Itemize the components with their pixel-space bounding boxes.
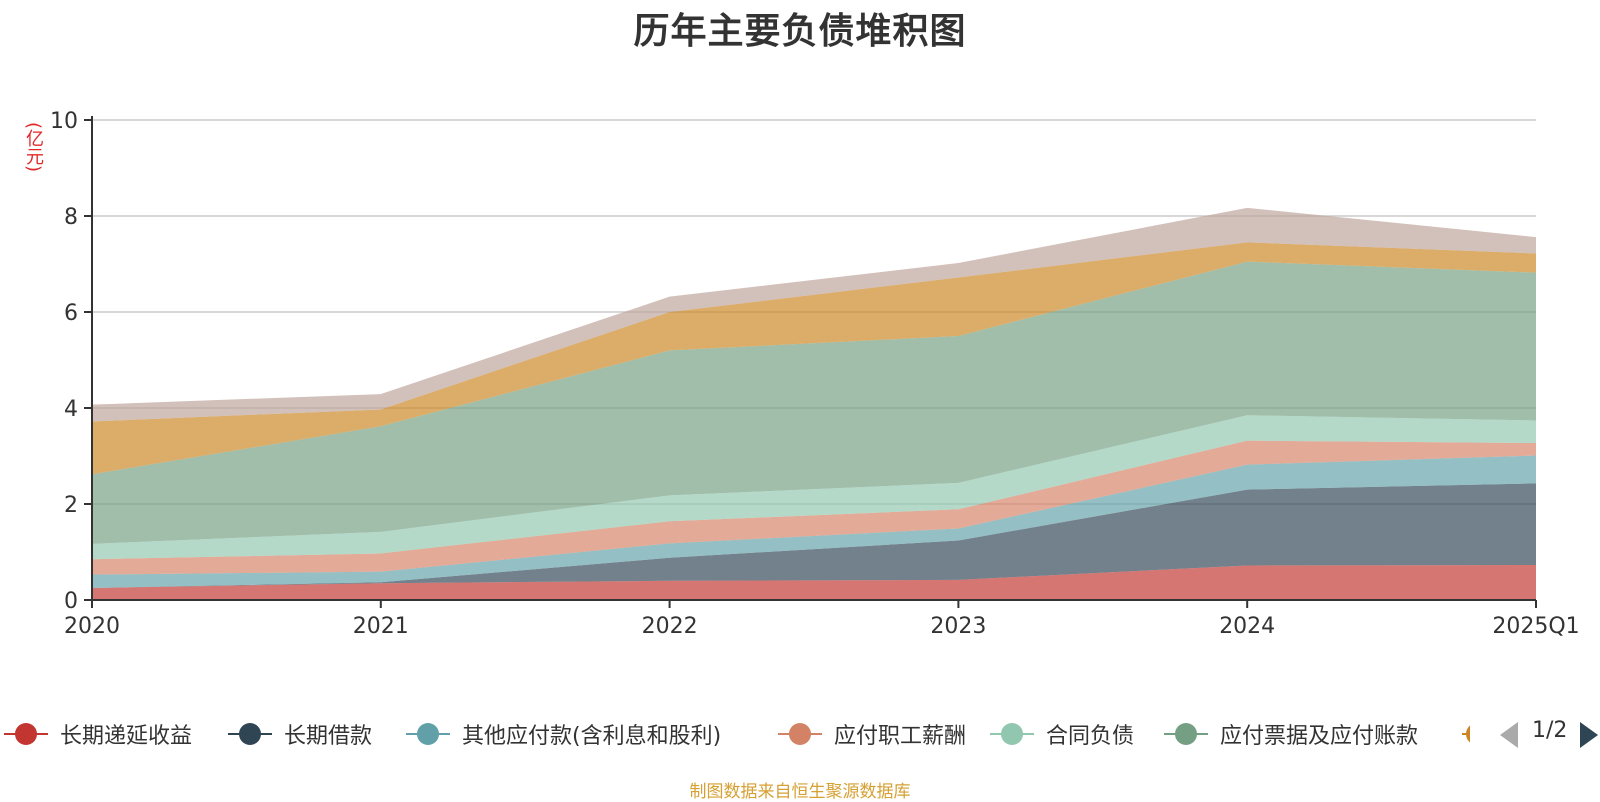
y-tick-label: 10	[50, 109, 78, 134]
y-tick-label: 6	[64, 301, 78, 326]
legend-item[interactable]: 应付职工薪酬	[774, 712, 966, 756]
legend-label: 应付票据及应付账款	[1220, 724, 1419, 749]
x-tick-label: 2022	[642, 614, 698, 639]
source-note: 制图数据来自恒生聚源数据库	[689, 782, 911, 802]
legend-label: 应付职工薪酬	[834, 724, 967, 749]
legend-label: 合同负债	[1046, 724, 1135, 749]
legend-item[interactable]: 长期借款	[224, 712, 372, 756]
area-series-8	[92, 207, 1536, 422]
area-series-1	[92, 564, 1536, 600]
x-tick-label: 2025Q1	[1492, 614, 1579, 639]
y-tick-label: 0	[64, 589, 78, 614]
area-series-6	[92, 261, 1536, 544]
legend-item[interactable]: 其他应付款(含利息和股利)	[402, 712, 721, 756]
legend-marker-icon	[0, 712, 52, 756]
y-tick-label: 8	[64, 205, 78, 230]
legend-marker-icon	[1160, 712, 1212, 756]
x-tick-label: 2023	[930, 614, 986, 639]
legend-prev-page-icon[interactable]	[1500, 722, 1518, 748]
area-series-2	[92, 483, 1536, 588]
legend-next-page-icon[interactable]	[1580, 722, 1598, 748]
legend-marker-icon	[402, 712, 454, 756]
legend-item[interactable]: 应付票据及应付账款	[1160, 712, 1418, 756]
y-tick-label: 4	[64, 397, 78, 422]
legend-label: 长期递延收益	[60, 724, 193, 749]
chart-plot: 0 2 4 6 8 10 2020 2021 2022 2023 2024 2025Q1	[50, 109, 1580, 639]
legend-page-indicator: 1/2	[1532, 718, 1568, 743]
legend: 长期递延收益 长期借款 其他应付款(含利息和股利) 应付职工薪酬 合同负债 应付票据及应付…	[0, 712, 1600, 756]
area-series-5	[92, 415, 1536, 560]
axes: 0 2 4 6 8 10 2020 2021 2022 2023 2024 2025Q1	[50, 109, 1580, 639]
legend-item[interactable]: 长期递延收益	[0, 712, 192, 756]
area-series-3	[92, 455, 1536, 588]
legend-overflow-item[interactable]	[1462, 712, 1470, 756]
legend-marker-icon	[986, 712, 1038, 756]
area-series-4	[92, 440, 1536, 575]
legend-label: 其他应付款(含利息和股利)	[462, 724, 722, 749]
legend-label: 长期借款	[284, 724, 373, 749]
y-tick-label: 2	[64, 493, 78, 518]
y-axis-unit-label: (亿元)	[23, 122, 44, 173]
chart-title: 历年主要负债堆积图	[633, 11, 967, 52]
x-tick-label: 2021	[353, 614, 409, 639]
area-series-7	[92, 242, 1536, 475]
legend-item[interactable]: 合同负债	[986, 712, 1134, 756]
stacked-areas	[92, 207, 1536, 600]
legend-marker-icon	[224, 712, 276, 756]
x-tick-label: 2024	[1219, 614, 1275, 639]
x-tick-label: 2020	[64, 614, 120, 639]
legend-pager: 1/2	[1500, 712, 1600, 756]
legend-marker-icon	[774, 712, 826, 756]
